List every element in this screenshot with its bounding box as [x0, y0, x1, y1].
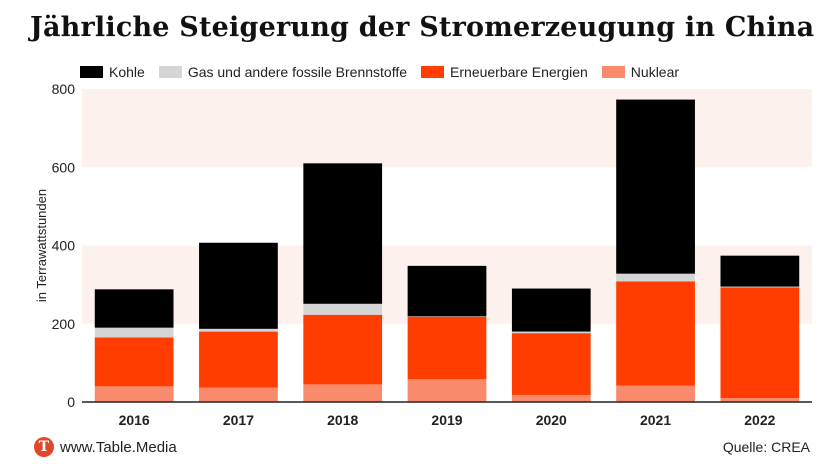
bar-segment: [94, 337, 174, 387]
y-tick-label: 800: [52, 81, 76, 97]
chart-title: Jährliche Steigerung der Stromerzeugung …: [30, 12, 815, 43]
legend-label-kohle: Kohle: [109, 64, 145, 80]
bar-segment: [511, 331, 591, 334]
background-band: [82, 89, 812, 168]
y-tick-label: 400: [52, 238, 76, 254]
y-tick-label: 0: [67, 394, 75, 410]
legend-label-erneuerbare: Erneuerbare Energien: [450, 64, 588, 80]
x-tick-label: 2022: [744, 412, 775, 428]
bar-segment: [511, 394, 591, 402]
bar-segment: [407, 379, 487, 402]
bar-segment: [616, 273, 695, 282]
legend-label-nuklear: Nuklear: [630, 64, 680, 80]
bar-segment: [407, 316, 487, 380]
legend: Kohle Gas und andere fossile Brennstoffe…: [80, 64, 693, 80]
legend-swatch-gas: [158, 66, 182, 78]
bar-segment: [616, 281, 695, 386]
x-tick-label: 2019: [431, 412, 462, 428]
bar-segment: [720, 286, 800, 288]
legend-swatch-nuklear: [601, 66, 625, 78]
legend-item-kohle: Kohle: [80, 64, 145, 80]
source-note: Quelle: CREA: [722, 439, 810, 455]
bar-segment: [303, 384, 383, 402]
x-tick-label: 2021: [640, 412, 671, 428]
bar-segment: [720, 255, 800, 287]
y-axis-label: in Terrawattstunden: [34, 189, 49, 302]
table-media-logo-icon: T: [34, 437, 54, 457]
x-tick-label: 2016: [119, 412, 150, 428]
legend-item-erneuerbare: Erneuerbare Energien: [421, 64, 588, 80]
bar-segment: [720, 398, 800, 402]
brand-url: www.Table.Media: [60, 438, 177, 456]
bar-segment: [720, 287, 800, 399]
legend-item-gas: Gas und andere fossile Brennstoffe: [158, 64, 408, 80]
bar-segment: [199, 387, 278, 402]
bar-segment: [511, 333, 591, 395]
legend-swatch-kohle: [80, 66, 103, 78]
bar-segment: [407, 265, 487, 317]
x-tick-label: 2020: [536, 412, 567, 428]
legend-swatch-erneuerbare: [421, 66, 445, 78]
bar-segment: [199, 242, 278, 329]
brand-logo: T www.Table.Media: [34, 437, 177, 457]
y-tick-label: 200: [52, 316, 76, 332]
bar-segment: [199, 331, 278, 388]
bar-segment: [303, 163, 383, 304]
bar-segment: [616, 99, 695, 274]
bar-segment: [94, 386, 174, 402]
y-tick-label: 600: [52, 159, 76, 175]
bar-segment: [303, 303, 383, 315]
bar-segment: [511, 288, 591, 332]
bar-segment: [303, 314, 383, 385]
x-tick-label: 2018: [327, 412, 358, 428]
bar-segment: [94, 289, 174, 328]
legend-label-gas: Gas und andere fossile Brennstoffe: [187, 64, 408, 80]
bar-segment: [616, 385, 695, 402]
bar-segment: [94, 327, 174, 338]
x-tick-label: 2017: [223, 412, 254, 428]
bar-segment: [199, 328, 278, 332]
legend-item-nuklear: Nuklear: [601, 64, 680, 80]
